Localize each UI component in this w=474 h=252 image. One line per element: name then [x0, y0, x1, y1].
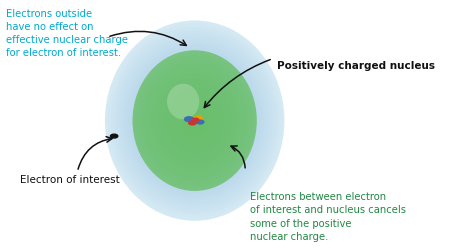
Ellipse shape	[177, 101, 212, 140]
Ellipse shape	[190, 115, 200, 126]
Ellipse shape	[133, 50, 257, 191]
Ellipse shape	[192, 118, 197, 123]
Circle shape	[184, 117, 194, 121]
Ellipse shape	[137, 56, 252, 185]
Circle shape	[189, 121, 196, 125]
Ellipse shape	[140, 59, 249, 182]
Ellipse shape	[175, 98, 215, 143]
Ellipse shape	[182, 107, 207, 135]
Ellipse shape	[187, 112, 202, 129]
Circle shape	[192, 118, 199, 121]
Circle shape	[110, 134, 118, 138]
Circle shape	[194, 116, 202, 120]
Ellipse shape	[153, 73, 237, 168]
Circle shape	[197, 120, 204, 124]
Ellipse shape	[105, 20, 284, 221]
Ellipse shape	[165, 87, 225, 154]
Ellipse shape	[147, 67, 242, 174]
Text: Positively charged nucleus: Positively charged nucleus	[277, 61, 436, 71]
Ellipse shape	[157, 78, 232, 163]
Ellipse shape	[167, 90, 222, 151]
Ellipse shape	[133, 50, 257, 191]
Text: Electrons between electron
of interest and nucleus cancels
some of the positive
: Electrons between electron of interest a…	[250, 192, 406, 242]
Ellipse shape	[180, 104, 210, 138]
Ellipse shape	[185, 109, 205, 132]
Ellipse shape	[145, 64, 245, 177]
Ellipse shape	[170, 92, 219, 149]
Text: Electrons outside
have no effect on
effective nuclear charge
for electron of int: Electrons outside have no effect on effe…	[6, 9, 128, 58]
Ellipse shape	[167, 84, 199, 119]
Ellipse shape	[172, 95, 217, 146]
Ellipse shape	[143, 61, 247, 180]
Ellipse shape	[155, 76, 235, 166]
Ellipse shape	[150, 70, 239, 171]
Ellipse shape	[160, 81, 229, 160]
Ellipse shape	[163, 84, 227, 157]
Text: Electron of interest: Electron of interest	[20, 175, 119, 185]
Ellipse shape	[135, 53, 254, 188]
